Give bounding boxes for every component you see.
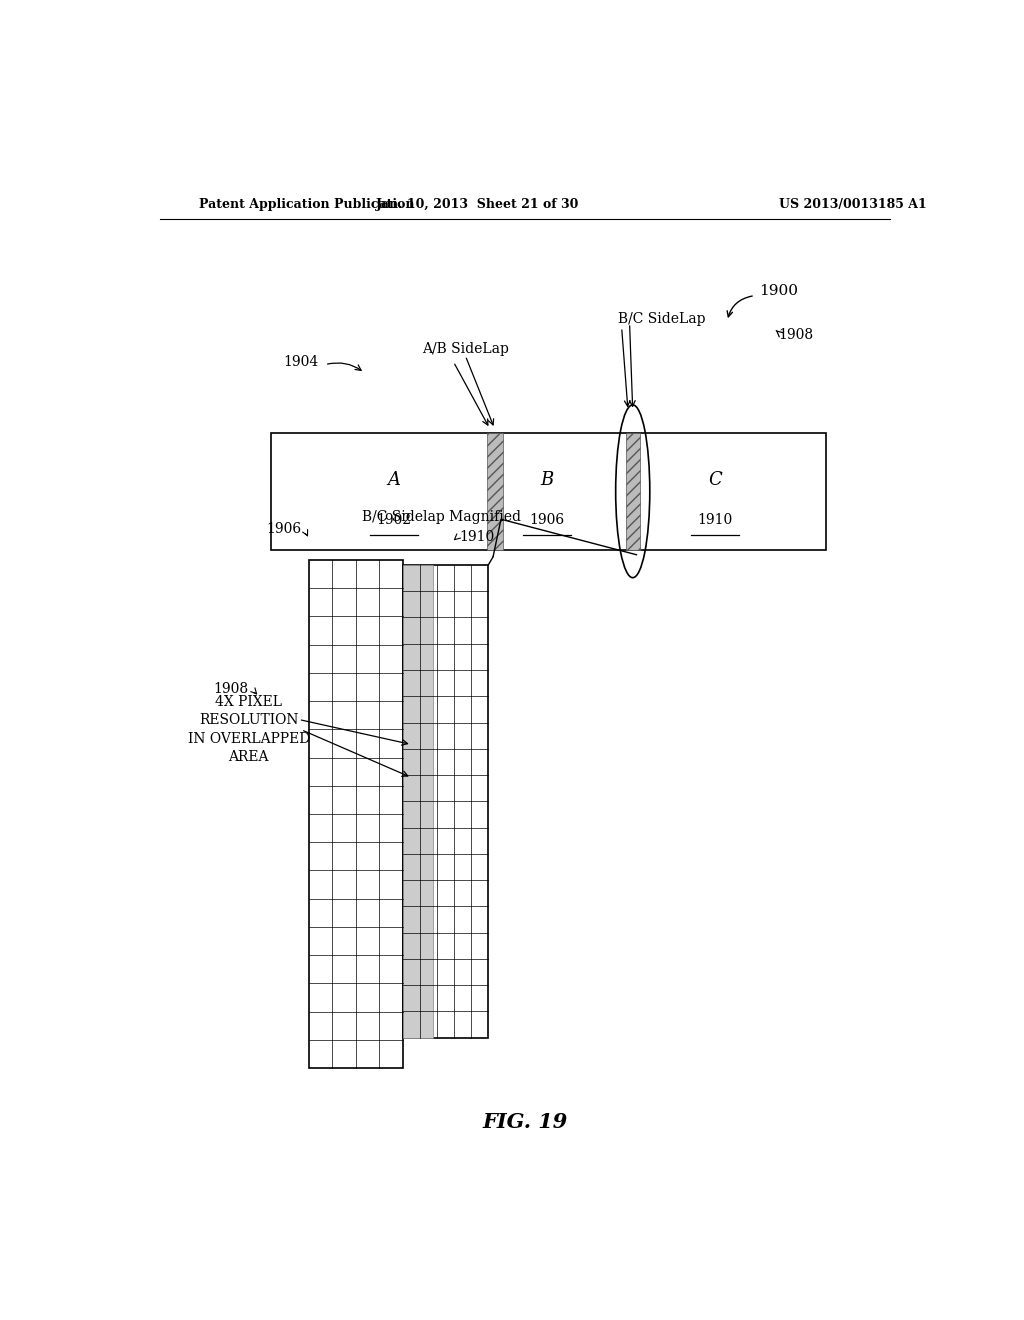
Text: B/C Sidelap Magnified: B/C Sidelap Magnified [362,511,521,524]
Bar [309,560,402,1068]
Text: A: A [387,471,400,488]
Text: 1910: 1910 [460,529,495,544]
Bar [402,565,433,1038]
Text: 1910: 1910 [697,513,733,528]
Bar [402,565,488,1038]
Text: 1906: 1906 [529,513,564,528]
Text: 1904: 1904 [284,355,318,368]
Text: 1900: 1900 [759,284,798,297]
Text: 1902: 1902 [376,513,412,528]
Text: 1908: 1908 [778,329,814,342]
Text: 1908: 1908 [213,682,249,696]
Text: Patent Application Publication: Patent Application Publication [200,198,415,211]
Text: A/B SideLap: A/B SideLap [422,342,509,356]
Text: FIG. 19: FIG. 19 [482,1111,567,1133]
Bar [486,433,503,549]
Text: C: C [709,471,722,488]
Text: US 2013/0013185 A1: US 2013/0013185 A1 [778,198,927,211]
Text: B/C SideLap: B/C SideLap [618,312,706,326]
Bar [626,433,640,549]
Text: 1906: 1906 [266,523,301,536]
Text: B: B [541,471,554,488]
Text: 4X PIXEL
RESOLUTION
IN OVERLAPPED
AREA: 4X PIXEL RESOLUTION IN OVERLAPPED AREA [187,696,310,764]
Text: Jan. 10, 2013  Sheet 21 of 30: Jan. 10, 2013 Sheet 21 of 30 [376,198,579,211]
Bar [270,433,826,549]
